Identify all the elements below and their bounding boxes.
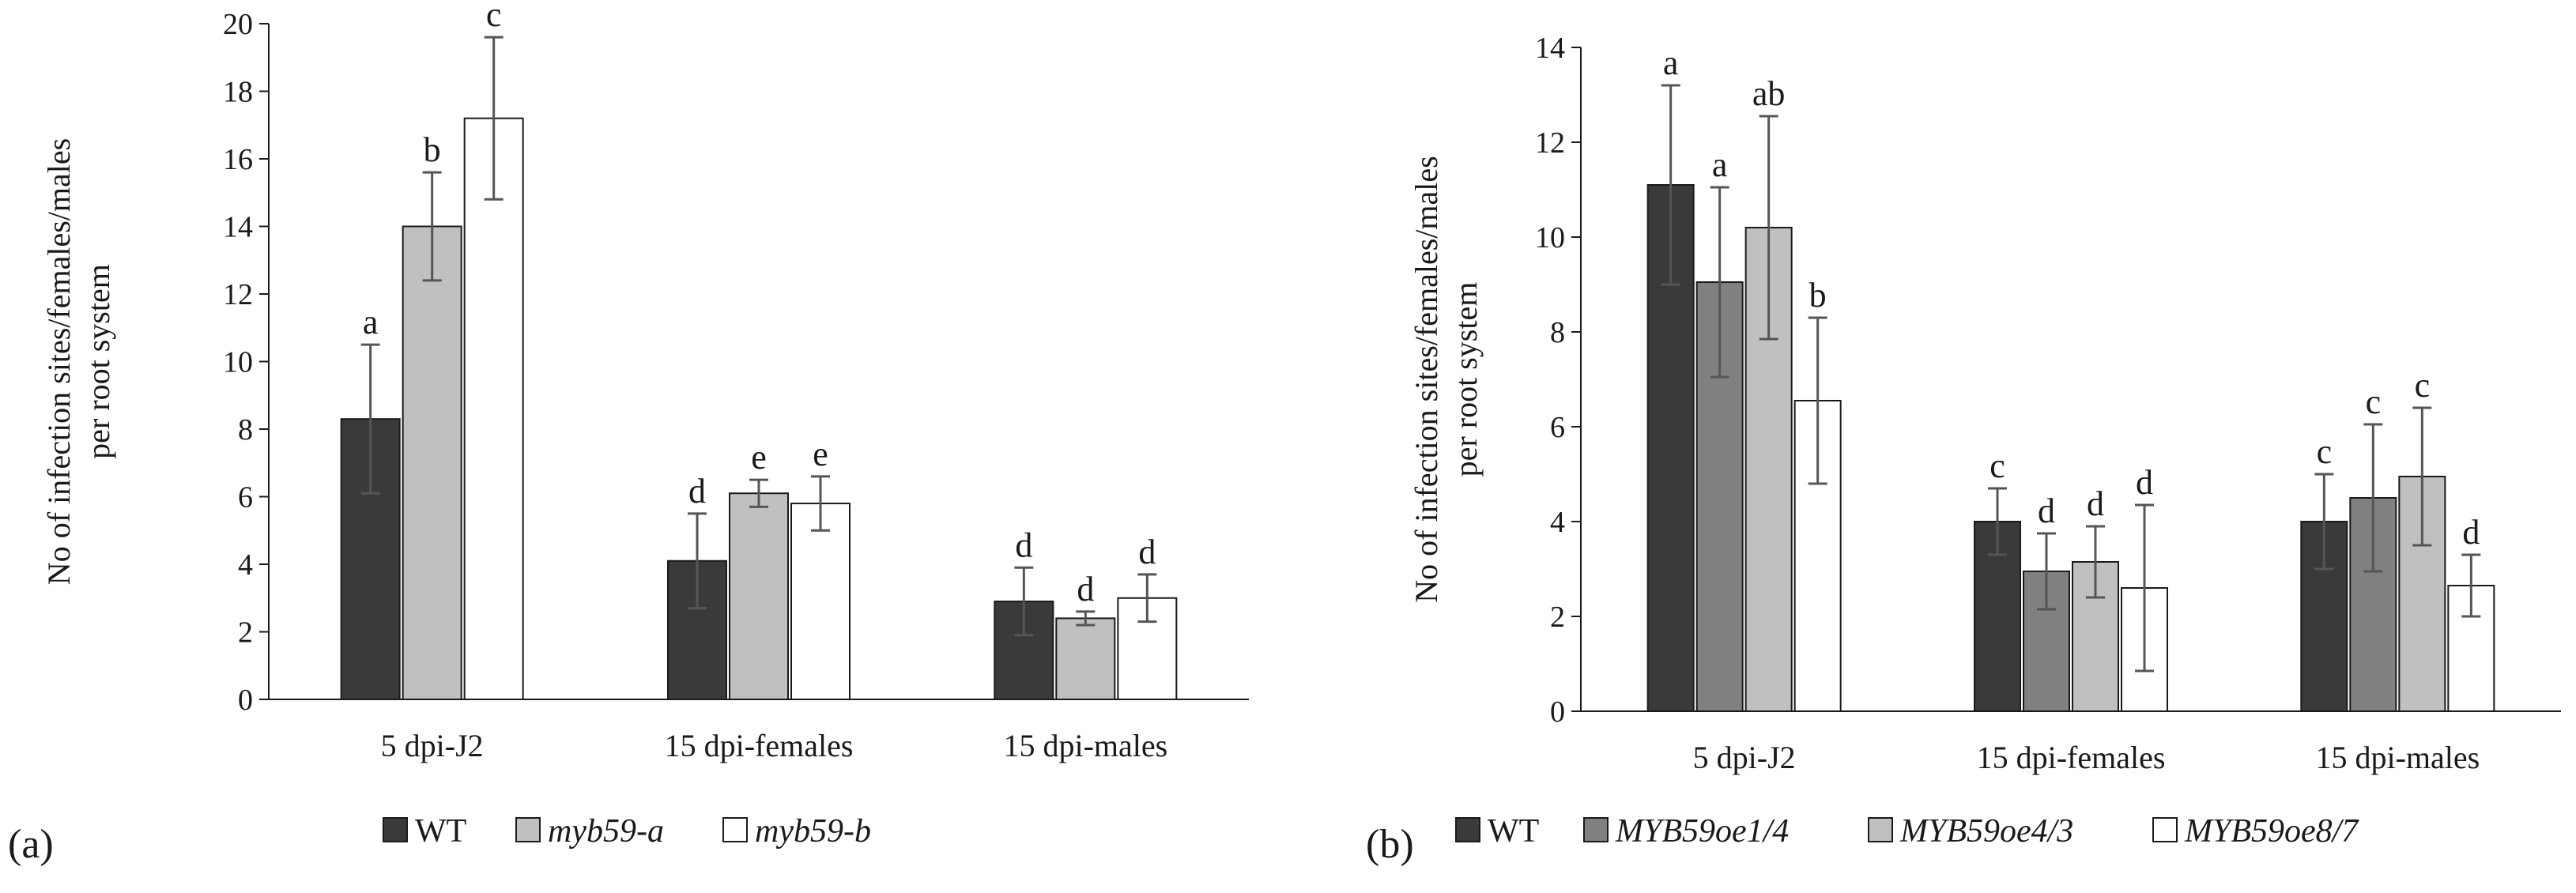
y-tick-label: 12 [1535, 126, 1565, 160]
x-category-label: 15 dpi-females [1977, 740, 2166, 775]
significance-letter: c [486, 0, 502, 34]
y-axis-label-line2: per root system [1448, 282, 1484, 477]
significance-letter: d [688, 472, 706, 511]
significance-letter: d [1015, 526, 1032, 564]
legend-label: WT [415, 813, 466, 850]
significance-letter: e [813, 435, 828, 473]
legend-label: WT [1488, 813, 1539, 850]
significance-letter: c [1990, 447, 2005, 485]
y-axis-label-line1: No of infection sites/females/males [41, 138, 77, 585]
legend-swatch [1583, 817, 1609, 842]
bar-a-myb59-a-0 [402, 225, 462, 700]
bar-a-myb59-b-0 [463, 117, 524, 700]
significance-letter: b [424, 130, 441, 169]
y-tick-label: 18 [223, 76, 253, 109]
significance-letter: c [2366, 382, 2382, 421]
legend-label: MYB59oe8/7 [2184, 813, 2359, 850]
bar-a-myb59-a-1 [729, 492, 789, 700]
significance-letter: d [1077, 570, 1094, 609]
x-category-label: 15 dpi-males [1003, 728, 1167, 763]
significance-letter: b [1809, 276, 1827, 315]
legend-label: myb59-a [548, 813, 664, 850]
y-tick-label: 6 [238, 481, 253, 514]
legend-label: myb59-b [755, 813, 871, 850]
panel-b-chart: 0 2 4 6 8 10 12 14 No of infection sites/females… [1366, 32, 2561, 867]
legend-label: MYB59oe4/3 [1899, 813, 2073, 850]
panel-label: (a) [8, 822, 54, 867]
y-tick-label: 4 [238, 548, 253, 582]
y-axis-label-line2: per root system [81, 264, 116, 459]
legend-swatch [2152, 817, 2178, 842]
y-tick-label: 14 [223, 211, 253, 244]
bar-a-myb59-a-2 [1055, 617, 1116, 701]
significance-letter: a [1712, 145, 1728, 184]
legend-swatch [383, 817, 408, 842]
significance-letter: d [2136, 463, 2153, 502]
significance-letter: c [2415, 366, 2431, 405]
y-tick-label: 4 [1550, 506, 1565, 539]
significance-letter: a [363, 303, 379, 341]
y-tick-label: 12 [223, 278, 253, 311]
bar-a-myb59-b-1 [790, 503, 850, 700]
significance-letter: d [2462, 513, 2480, 552]
significance-letter: a [1663, 43, 1679, 82]
y-tick-label: 16 [223, 143, 253, 176]
x-category-label: 5 dpi-J2 [1693, 740, 1796, 775]
legend-swatch [1868, 817, 1893, 842]
y-tick-label: 8 [1550, 316, 1565, 349]
x-category-label: 15 dpi-females [665, 728, 854, 763]
y-tick-label: 6 [1550, 411, 1565, 444]
significance-letter: e [751, 438, 767, 477]
y-tick-label: 0 [238, 684, 253, 717]
y-tick-label: 10 [223, 346, 253, 379]
y-axis-label-line1: No of infection sites/females/males [1409, 156, 1444, 602]
y-tick-label: 14 [1535, 32, 1565, 65]
bar-a-wt-0 [340, 418, 401, 700]
panel-label: (b) [1366, 822, 1414, 867]
legend-label: MYB59oe1/4 [1615, 813, 1789, 850]
y-tick-label: 10 [1535, 221, 1565, 254]
panel-a-chart: 0 2 4 6 8 10 12 14 16 18 20 No of infection sites/f… [8, 0, 1249, 867]
significance-letter: d [2038, 492, 2055, 530]
significance-letter: c [2317, 432, 2333, 471]
y-tick-label: 2 [238, 616, 253, 650]
y-tick-label: 8 [238, 413, 253, 447]
significance-letter: d [2087, 484, 2104, 523]
legend-swatch [1455, 817, 1480, 842]
x-category-label: 5 dpi-J2 [381, 728, 484, 763]
y-tick-label: 20 [223, 8, 253, 41]
y-tick-label: 0 [1550, 695, 1565, 729]
significance-letter: d [1138, 533, 1156, 571]
significance-letter: ab [1752, 74, 1786, 113]
x-category-label: 15 dpi-males [2315, 740, 2480, 775]
y-tick-label: 2 [1550, 601, 1565, 634]
legend-swatch [515, 817, 541, 842]
legend-swatch [722, 817, 748, 842]
